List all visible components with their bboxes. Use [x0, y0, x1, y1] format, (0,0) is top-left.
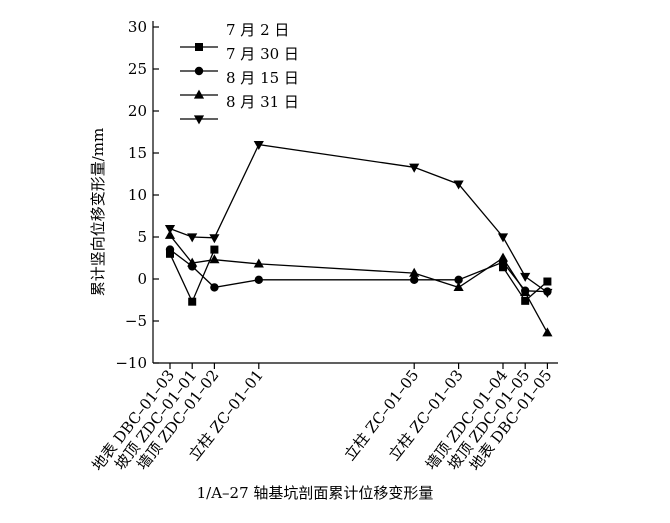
- legend-marker: [193, 89, 205, 99]
- data-point: [210, 245, 219, 254]
- y-tick-label: 10: [128, 186, 147, 204]
- data-point: [187, 257, 198, 267]
- data-point: [210, 283, 219, 292]
- data-point: [209, 254, 220, 264]
- data-point: [520, 287, 531, 297]
- series-2: [165, 245, 552, 296]
- y-tick-label: 20: [128, 102, 147, 120]
- legend-label: 7 月 2 日: [226, 21, 289, 39]
- data-point: [497, 252, 509, 262]
- series-1: [165, 245, 552, 306]
- series-3: [164, 229, 553, 337]
- data-point: [453, 180, 464, 190]
- series-group: [164, 140, 553, 337]
- data-point: [164, 224, 176, 235]
- data-point: [542, 327, 553, 337]
- y-tick-label: 0: [137, 270, 147, 288]
- data-point: [253, 140, 264, 151]
- legend-marker: [194, 43, 203, 52]
- series-line: [169, 249, 548, 293]
- data-point: [165, 245, 175, 254]
- y-axis-label: 累计竖向位移变形量/mm: [89, 128, 107, 297]
- data-point: [521, 296, 530, 305]
- series-line: [169, 249, 548, 304]
- data-point: [497, 233, 509, 243]
- legend-group: 7 月 2 日 7 月 30 日 8 月 15 日 8 月 31 日: [180, 21, 299, 125]
- legend-label: 8 月 15 日: [226, 69, 299, 87]
- y-tick-label: 25: [128, 60, 147, 78]
- legend-marker: [193, 115, 205, 125]
- y-ticks-group: 30 25 20 15 10 5 0 −5 −10: [115, 18, 159, 372]
- legend-marker: [194, 66, 204, 76]
- legend-label: 7 月 30 日: [226, 45, 299, 63]
- series-4: [164, 140, 553, 298]
- data-point: [453, 281, 464, 292]
- y-tick-label: 15: [128, 144, 147, 162]
- series-line: [169, 234, 548, 334]
- data-point: [409, 163, 420, 173]
- data-point: [409, 267, 420, 277]
- data-point: [542, 288, 553, 298]
- chart-title: 1/A–27 轴基坑剖面累计位移变形量: [197, 484, 434, 502]
- data-point: [254, 275, 263, 285]
- y-tick-label: 30: [128, 18, 147, 36]
- data-point: [253, 258, 264, 268]
- y-tick-label: −10: [115, 354, 147, 372]
- axes-group: [152, 21, 558, 364]
- data-point: [410, 275, 419, 285]
- data-point: [520, 272, 531, 282]
- data-point: [187, 233, 198, 243]
- y-tick-label: 5: [137, 228, 147, 246]
- data-point: [209, 234, 220, 244]
- data-point: [188, 297, 197, 306]
- legend-label: 8 月 31 日: [226, 93, 299, 111]
- data-point: [543, 277, 552, 286]
- data-point: [164, 229, 176, 239]
- y-tick-label: −5: [125, 312, 147, 330]
